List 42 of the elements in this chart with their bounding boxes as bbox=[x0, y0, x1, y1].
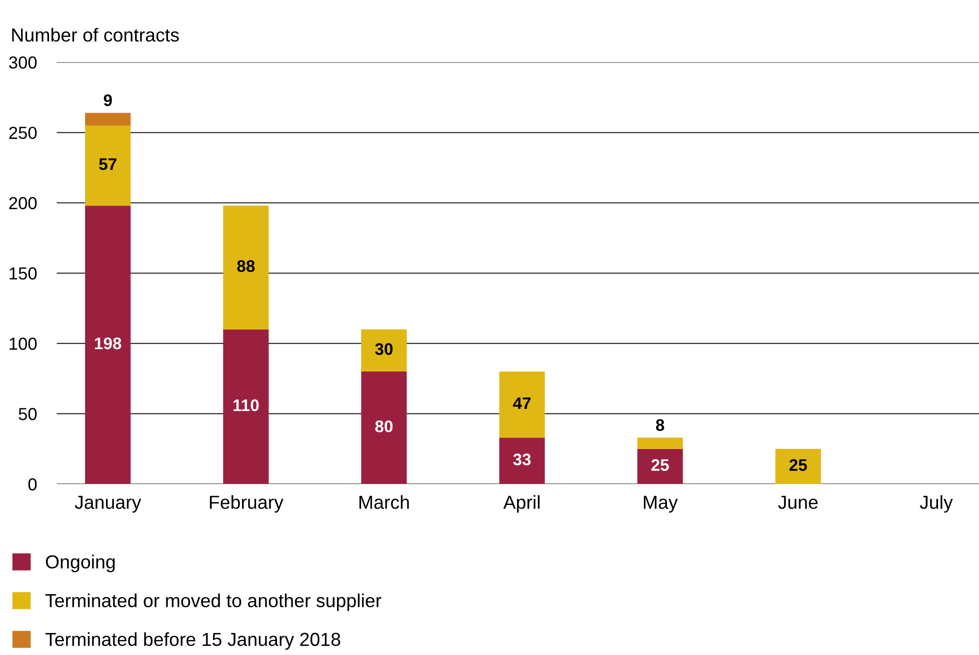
x-tick-label: January bbox=[74, 496, 142, 513]
y-tick-label: 50 bbox=[18, 408, 37, 420]
x-tick-label: May bbox=[644, 496, 678, 513]
y-tick-label: 200 bbox=[9, 197, 37, 210]
bar bbox=[637, 438, 683, 449]
data-label: 30 bbox=[375, 343, 393, 355]
y-tick-label: 250 bbox=[9, 126, 37, 139]
legend-label: Terminated before 15 January 2018 bbox=[45, 632, 340, 650]
x-tick-label: March bbox=[359, 495, 409, 509]
x-tick-label: April bbox=[503, 495, 540, 513]
y-tick-label: 100 bbox=[10, 338, 37, 350]
data-label: 80 bbox=[375, 420, 393, 432]
data-label: 198 bbox=[95, 338, 122, 350]
bar bbox=[499, 438, 545, 484]
data-label: 47 bbox=[513, 397, 531, 409]
bar bbox=[499, 372, 545, 438]
data-label: 33 bbox=[513, 454, 531, 466]
data-label: 9 bbox=[104, 94, 112, 106]
x-tick-label: July bbox=[920, 495, 953, 513]
y-tick-label: 0 bbox=[28, 478, 37, 491]
data-label: 25 bbox=[789, 459, 807, 471]
bar bbox=[85, 112, 131, 126]
legend-label: Terminated or moved to another supplier bbox=[45, 593, 382, 611]
bar bbox=[85, 206, 131, 484]
data-label: 57 bbox=[99, 158, 116, 170]
bar bbox=[637, 448, 683, 484]
legend-label: Ongoing bbox=[46, 554, 115, 572]
y-tick-label: 150 bbox=[10, 267, 37, 280]
x-tick-label: February bbox=[210, 495, 284, 513]
y-tick-label: 300 bbox=[9, 56, 37, 69]
bar bbox=[85, 126, 131, 206]
data-label: 110 bbox=[234, 399, 259, 412]
bar bbox=[361, 372, 407, 484]
bar bbox=[223, 206, 269, 330]
bar bbox=[223, 329, 269, 484]
bar bbox=[775, 448, 821, 484]
y-axis-title: Number of contracts bbox=[12, 28, 179, 42]
data-label: 88 bbox=[237, 260, 255, 272]
bar bbox=[361, 329, 407, 372]
data-label: 8 bbox=[656, 419, 664, 431]
data-label: 25 bbox=[651, 459, 669, 471]
x-tick-label: June bbox=[778, 496, 818, 509]
